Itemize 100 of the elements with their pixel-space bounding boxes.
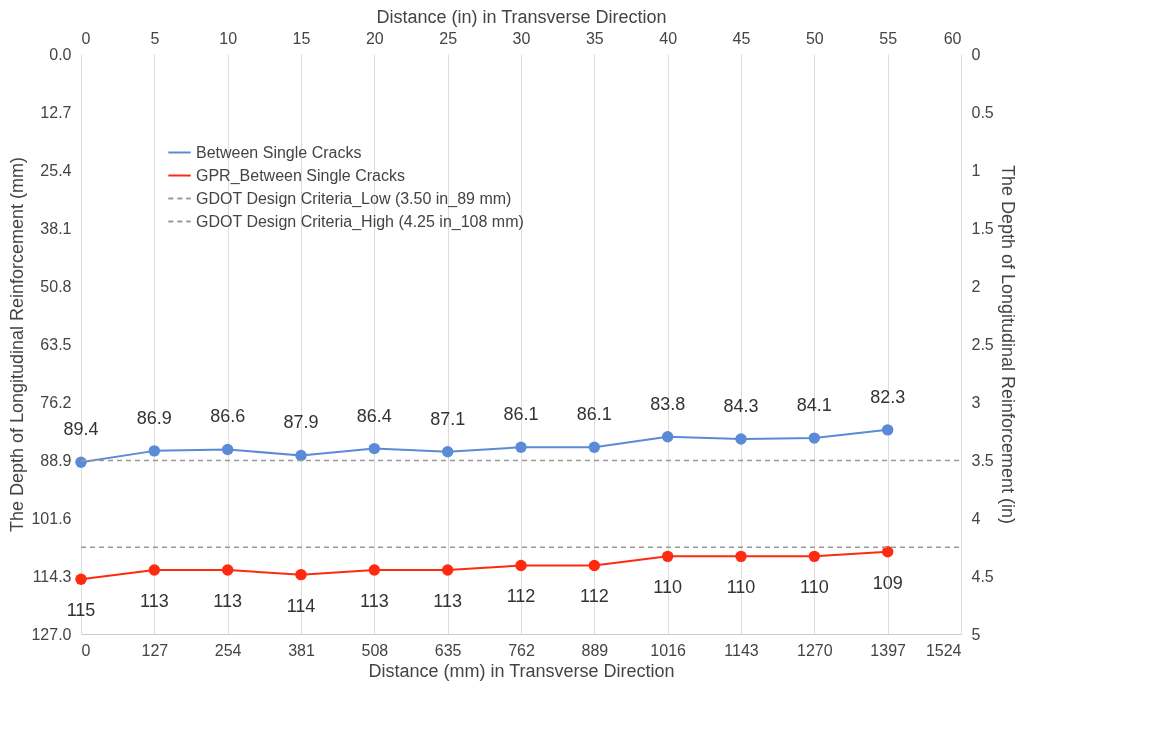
x2-tick-label: 15 (292, 29, 311, 47)
point (515, 559, 527, 572)
x-axis-title: Distance (mm) in Transverse Direction (368, 660, 675, 681)
point (295, 568, 307, 581)
data-label: 82.3 (870, 386, 906, 407)
data-label: 115 (66, 600, 96, 621)
y2-tick-label: 5 (971, 625, 981, 643)
x-tick-label: 762 (508, 641, 535, 659)
data-label: 84.1 (796, 395, 832, 416)
data-label: 87.1 (430, 408, 466, 429)
y2-tick-label: 1 (971, 161, 981, 179)
x-tick-label: 1524 (925, 641, 962, 659)
y-tick-label: 88.9 (40, 451, 72, 469)
data-label: 86.1 (576, 404, 612, 425)
point (441, 446, 454, 458)
data-label: 87.9 (283, 412, 319, 433)
x-tick-label: 889 (581, 641, 609, 659)
y-tick-label: 0.0 (49, 45, 72, 63)
point (148, 564, 161, 576)
point (588, 441, 601, 453)
y2-tick-label: 2 (971, 277, 981, 295)
data-label: 83.8 (650, 393, 686, 414)
data-label: 113 (139, 591, 169, 612)
legend-label: GDOT Design Criteria_Low (3.50 in_89 mm) (196, 189, 512, 208)
point (661, 550, 674, 563)
point (295, 449, 307, 462)
y-tick-label: 50.8 (40, 277, 72, 295)
x-tick-label: 0 (81, 641, 91, 659)
x2-tick-label: 45 (732, 29, 751, 47)
data-label: 89.4 (63, 419, 99, 440)
legend-label: GPR_Between Single Cracks (196, 166, 405, 185)
x2-tick-label: 60 (943, 29, 962, 47)
x-tick-label: 1143 (724, 641, 759, 659)
point (735, 550, 747, 563)
data-label: 113 (433, 591, 463, 612)
data-label: 109 (872, 572, 903, 593)
data-label: 114 (286, 595, 316, 616)
y2-tick-label: 0.5 (971, 103, 994, 121)
x2-tick-label: 0 (81, 29, 91, 47)
y2-tick-label: 4 (971, 509, 981, 527)
data-label: 86.1 (503, 404, 539, 425)
x-tick-label: 1016 (650, 641, 687, 659)
data-label: 112 (506, 586, 536, 607)
data-label: 110 (799, 577, 829, 598)
point (808, 550, 821, 563)
data-label: 84.3 (723, 395, 759, 416)
data-label: 86.4 (356, 405, 392, 426)
point (441, 564, 454, 576)
x-tick-label: 127 (141, 641, 169, 659)
y2-tick-label: 3 (971, 393, 981, 411)
y-tick-label: 101.6 (31, 509, 72, 527)
x-tick-label: 635 (434, 641, 462, 659)
y2-tick-label: 4.5 (971, 567, 994, 585)
point (75, 456, 87, 468)
x-tick-label: 1270 (797, 641, 833, 659)
point (368, 442, 381, 455)
y2-tick-label: 2.5 (971, 335, 994, 353)
data-label: 110 (726, 577, 756, 598)
x2-tick-label: 55 (879, 29, 898, 47)
x2-tick-label: 40 (659, 29, 678, 47)
legend-label: Between Single Cracks (196, 143, 362, 161)
x2-tick-label: 35 (585, 29, 604, 47)
x-tick-label: 254 (214, 641, 242, 659)
y2-tick-label: 3.5 (971, 451, 994, 469)
x2-tick-label: 10 (219, 29, 238, 47)
point (221, 443, 234, 456)
data-label: 113 (359, 591, 389, 612)
x2-axis-title: Distance (in) in Transverse Direction (376, 6, 667, 27)
point (881, 424, 894, 436)
data-label: 86.9 (136, 407, 172, 428)
y-tick-label: 25.4 (40, 161, 72, 179)
x2-tick-label: 20 (365, 29, 384, 47)
point (221, 564, 234, 576)
point (515, 441, 527, 453)
point (661, 431, 674, 443)
y-tick-label: 63.5 (40, 335, 72, 353)
data-label: 112 (579, 586, 609, 607)
y-tick-label: 76.2 (40, 393, 72, 411)
x-tick-label: 1397 (870, 641, 907, 659)
x2-tick-label: 5 (150, 29, 160, 47)
x-tick-label: 508 (361, 641, 389, 659)
point (735, 433, 747, 445)
point (588, 559, 601, 572)
y2-axis-title: The Depth of Longitudinal Reinforcement (in) (997, 164, 1018, 525)
y2-tick-label: 0 (971, 45, 981, 63)
data-label: 113 (213, 591, 243, 612)
x2-tick-label: 25 (439, 29, 458, 47)
x-tick-label: 381 (288, 641, 315, 659)
data-label: 110 (653, 577, 683, 598)
point (75, 573, 87, 585)
point (881, 546, 894, 558)
y-tick-label: 38.1 (40, 219, 72, 237)
y-tick-label: 114.3 (32, 567, 72, 585)
y-axis-title: The Depth of Longitudinal Reinforcement (mm) (7, 156, 28, 533)
legend-label: GDOT Design Criteria_High (4.25 in_108 mm) (196, 212, 524, 231)
y2-tick-label: 1.5 (971, 219, 994, 237)
point (808, 432, 821, 444)
x2-tick-label: 30 (512, 29, 531, 47)
point (368, 564, 381, 576)
x2-tick-label: 50 (805, 29, 824, 47)
